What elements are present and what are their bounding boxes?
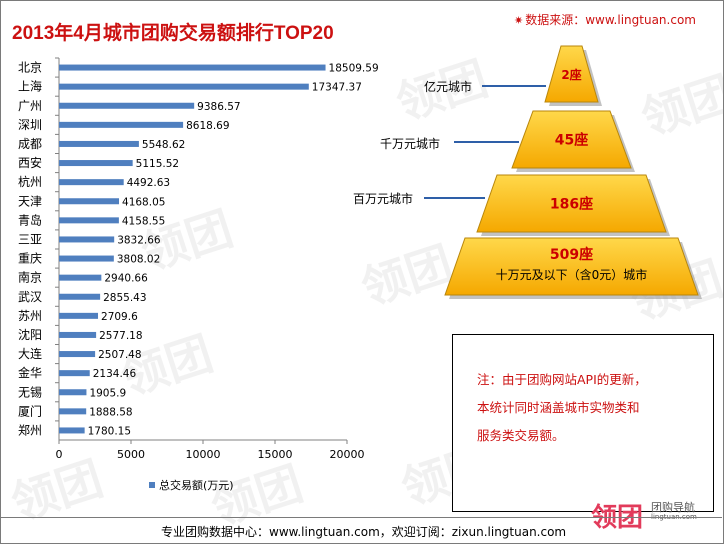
x-tick-label: 15000	[258, 448, 293, 461]
value-label: 2940.66	[104, 273, 148, 285]
bar	[59, 427, 85, 434]
note-line: 本统计同时涵盖城市实物类和	[477, 400, 640, 415]
category-label: 重庆	[18, 252, 42, 266]
category-label: 成都	[18, 137, 42, 151]
value-label: 3808.02	[117, 254, 160, 266]
pyramid-label: 千万元城市	[380, 137, 441, 151]
bar	[59, 312, 99, 319]
note-line: 服务类交易额。	[477, 428, 565, 443]
category-label: 武汉	[18, 290, 42, 304]
category-label: 大连	[18, 346, 42, 361]
category-label: 广州	[18, 99, 42, 113]
x-tick-label: 5000	[117, 448, 145, 461]
bar	[59, 160, 133, 167]
bar	[59, 121, 184, 128]
bar	[59, 83, 309, 90]
bar	[59, 370, 90, 377]
bar	[59, 236, 115, 243]
value-label: 5115.52	[136, 158, 179, 170]
category-label: 沈阳	[18, 327, 42, 342]
x-tick-label: 10000	[186, 448, 221, 461]
pyramid-count: 2座	[561, 67, 581, 82]
pyramid-label: 百万元城市	[353, 192, 414, 206]
value-label: 3832.66	[117, 234, 161, 246]
category-label: 郑州	[18, 422, 42, 437]
data-source-text: 数据来源：www.lingtuan.com	[525, 13, 696, 27]
category-label: 三亚	[18, 232, 42, 246]
value-label: 2507.48	[98, 349, 141, 361]
bar	[59, 351, 96, 358]
bar	[59, 102, 195, 109]
value-label: 2134.46	[93, 368, 137, 380]
category-label: 南京	[18, 270, 42, 285]
category-label: 厦门	[18, 403, 42, 418]
chart-title: 2013年4月城市团购交易额排行TOP20	[12, 23, 334, 44]
brand-tagline: 团购导航	[651, 501, 695, 514]
bar	[59, 331, 97, 338]
pyramid-label: 十万元及以下（含0元）城市	[496, 267, 648, 282]
pyramid-count: 509座	[550, 246, 593, 263]
value-label: 2855.43	[103, 292, 146, 304]
x-tick-label: 20000	[330, 448, 365, 461]
bar	[59, 140, 139, 147]
value-label: 2577.18	[99, 330, 142, 342]
category-label: 苏州	[18, 309, 42, 323]
category-label: 无锡	[18, 384, 42, 399]
bar	[59, 293, 101, 300]
value-label: 8618.69	[186, 120, 229, 132]
bar	[59, 198, 120, 205]
asterisk-icon: ✷	[514, 14, 524, 27]
bar	[59, 217, 119, 224]
footer: 专业团购数据中心：www.lingtuan.com，欢迎订阅：zixun.lin…	[0, 517, 722, 543]
pyramid-tier	[511, 110, 632, 169]
category-label: 北京	[18, 61, 42, 75]
pyramid-tier	[444, 237, 699, 296]
category-label: 天津	[18, 194, 42, 208]
value-label: 4158.55	[122, 215, 165, 227]
category-label: 青岛	[18, 212, 42, 227]
value-label: 17347.37	[312, 82, 362, 94]
value-label: 1905.9	[89, 387, 126, 399]
category-label: 上海	[18, 79, 42, 94]
category-label: 深圳	[18, 118, 42, 132]
bar	[59, 64, 326, 71]
pyramid-tier	[476, 174, 667, 233]
value-label: 1888.58	[89, 406, 132, 418]
value-label: 18509.59	[329, 63, 379, 75]
bar	[59, 274, 102, 281]
note-box: 注：由于团购网站API的更新， 本统计同时涵盖城市实物类和 服务类交易额。	[452, 334, 714, 512]
category-label: 金华	[18, 365, 42, 380]
value-label: 5548.62	[142, 139, 185, 151]
value-label: 4168.05	[122, 196, 165, 208]
brand-logo[interactable]: 领团	[591, 503, 644, 533]
pyramid-count: 186座	[550, 196, 593, 213]
note-line: 注：由于团购网站API的更新，	[477, 372, 647, 387]
bar	[59, 179, 124, 186]
data-source[interactable]: ✷ 数据来源：www.lingtuan.com	[514, 11, 696, 28]
bar-chart: 北京 18509.59 上海 17347.37 广州 9386.57 深圳 8618.69 成都…	[18, 57, 379, 492]
value-label: 9386.57	[197, 101, 240, 113]
legend-label: 总交易额(万元)	[159, 478, 234, 492]
legend-swatch	[149, 482, 155, 488]
bar	[59, 389, 87, 396]
value-label: 2709.6	[101, 311, 138, 323]
x-tick-label: 0	[56, 448, 63, 461]
pyramid-tier	[544, 45, 599, 103]
bar	[59, 255, 114, 262]
pyramid-count: 45座	[555, 132, 588, 149]
footer-text: 专业团购数据中心：www.lingtuan.com，欢迎订阅：zixun.lin…	[161, 525, 567, 539]
category-label: 杭州	[18, 174, 42, 189]
value-label: 4492.63	[127, 177, 170, 189]
category-label: 西安	[18, 155, 42, 170]
value-label: 1780.15	[88, 425, 131, 437]
pyramid-label: 亿元城市	[424, 80, 473, 94]
bar	[59, 408, 87, 415]
